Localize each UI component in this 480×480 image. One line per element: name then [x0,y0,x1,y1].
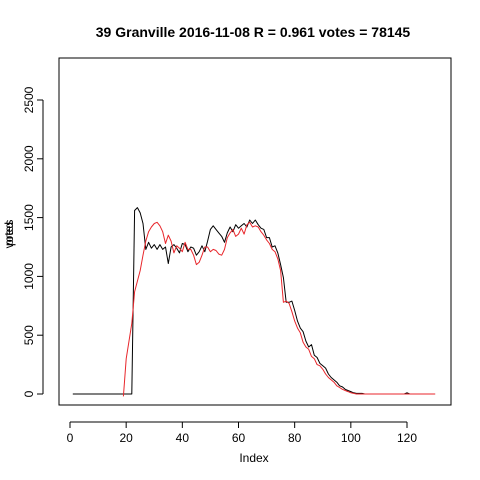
x-axis: 0 20 40 60 80 100 120 [67,421,417,445]
y-tick-label: 1000 [22,263,36,290]
x-tick-label: 80 [288,431,302,445]
series-layer [72,207,436,397]
x-axis-label: Index [239,451,268,465]
y-tick-label: 0 [22,390,36,397]
x-tick-label: 20 [119,431,133,445]
y-axis-label-votes: votes [2,220,16,249]
series-line-votes [72,207,436,395]
plot-frame [58,57,452,406]
y-tick-label: 2000 [22,145,36,172]
x-tick-label: 100 [341,431,361,445]
y-axis-label-pred: pred [2,222,16,246]
y-tick-label: 2500 [22,86,36,113]
y-tick-label: 500 [22,325,36,345]
y-axis: 0 500 1000 1500 2000 2500 [22,86,44,397]
x-tick-label: 120 [397,431,417,445]
x-tick-label: 0 [67,431,74,445]
series-line-pred [122,221,436,397]
chart-title: 39 Granville 2016-11-08 R = 0.961 votes … [96,24,411,40]
x-tick-label: 40 [176,431,190,445]
x-tick-label: 60 [232,431,246,445]
y-tick-label: 1500 [22,204,36,231]
